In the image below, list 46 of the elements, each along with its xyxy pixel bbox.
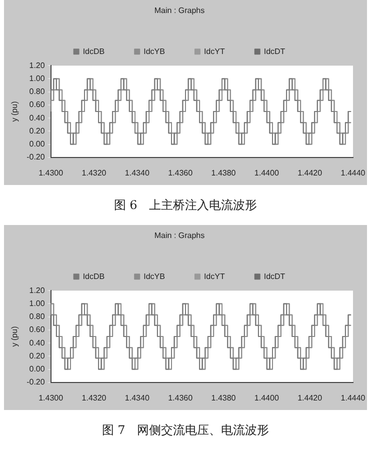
- x-tick-label: 1.4360: [168, 393, 194, 402]
- x-tick-label: 1.4380: [211, 393, 236, 402]
- y-tick-label: 1.00: [29, 298, 46, 308]
- y-tick-label: 0.00: [29, 139, 46, 148]
- y-tick-label: 0.60: [29, 100, 46, 110]
- x-tick-label: 1.4440: [340, 168, 366, 178]
- legend-label: IdcYT: [204, 46, 225, 56]
- legend-label: IdcDB: [82, 46, 105, 56]
- x-tick-label: 1.4380: [211, 168, 236, 178]
- legend-label: IdcYT: [204, 272, 225, 281]
- legend-label: IdcYB: [144, 272, 165, 281]
- x-tick-label: 1.4320: [82, 393, 107, 402]
- x-tick-label: 1.4400: [254, 393, 280, 402]
- x-tick-label: 1.4440: [340, 393, 366, 402]
- y-tick-label: 1.20: [29, 286, 46, 295]
- x-tick-label: 1.4420: [298, 168, 323, 178]
- y-tick-label: 0.80: [29, 312, 46, 322]
- x-tick-label: 1.4400: [254, 168, 280, 178]
- x-tick-label: 1.4320: [82, 168, 107, 178]
- legend-label: IdcYB: [144, 46, 165, 56]
- y-tick-label: 0.60: [29, 325, 46, 334]
- legend-label: IdcDT: [264, 46, 286, 56]
- y-tick-label: 1.20: [29, 60, 46, 70]
- y-tick-label: -0.20: [26, 378, 46, 387]
- y-tick-label: 0.80: [29, 87, 46, 96]
- y-tick-label: 0.00: [29, 364, 46, 374]
- chart-title: Main : Graphs: [154, 231, 205, 240]
- chart-title: Main : Graphs: [154, 6, 205, 16]
- y-tick-label: 0.20: [29, 126, 46, 136]
- y-tick-label: 0.20: [29, 351, 46, 360]
- y-tick-label: -0.20: [26, 152, 46, 162]
- y-tick-label: 1.00: [29, 74, 46, 83]
- caption: 图 7 网侧交流电压、电流波形: [100, 422, 270, 439]
- y-tick-label: 0.40: [29, 338, 46, 348]
- x-tick-label: 1.4300: [38, 393, 64, 402]
- y-axis-title: y (pu): [10, 326, 20, 347]
- legend-label: IdcDB: [82, 272, 105, 281]
- x-tick-label: 1.4340: [124, 393, 150, 402]
- y-axis-title: y (pu): [10, 100, 20, 122]
- legend-label: IdcDT: [264, 272, 286, 281]
- x-tick-label: 1.4300: [38, 168, 64, 178]
- x-tick-label: 1.4360: [168, 168, 194, 178]
- x-tick-label: 1.4340: [124, 168, 150, 178]
- caption: 图 6 上主桥注入电流波形: [112, 197, 258, 214]
- x-tick-label: 1.4420: [298, 393, 323, 402]
- y-tick-label: 0.40: [29, 113, 46, 122]
